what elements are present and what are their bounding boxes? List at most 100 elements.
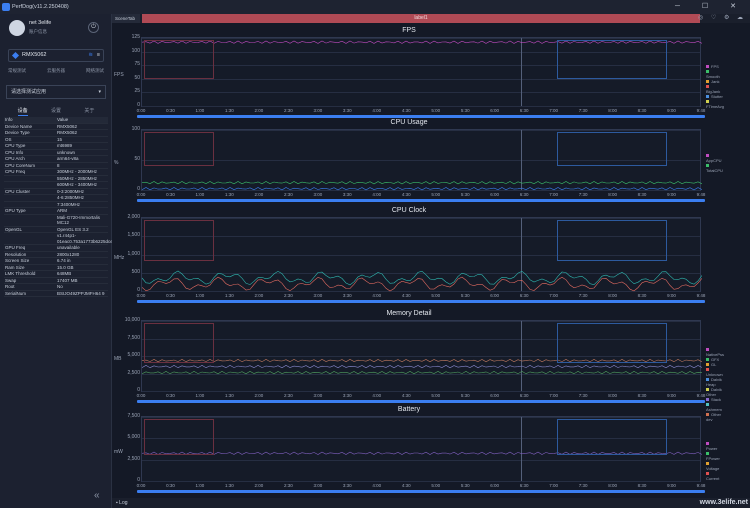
account-info-link[interactable]: 账户信息 [29, 29, 47, 34]
cursor-line[interactable] [521, 130, 523, 190]
grid-line [142, 79, 700, 80]
x-tick-label: 8:30 [637, 192, 647, 197]
legend-item[interactable]: Current [706, 471, 720, 481]
toolbar-icons[interactable]: ◎ ♡ ⚙ ☁ [698, 15, 746, 21]
legend-item[interactable]: FPS [706, 64, 724, 69]
menu-icon[interactable]: ≡ [96, 52, 100, 58]
legend: FPS Smooth Jank BigJank Stutter FTimeAvg [706, 64, 724, 109]
y-tick-label: 50 [134, 75, 140, 81]
trace-lines [142, 359, 702, 375]
app-select[interactable]: 请选择测试应用 ▾ [6, 85, 106, 99]
y-tick-label: 2,500 [127, 456, 140, 462]
info-value: RMX5062 [57, 123, 78, 129]
time-scrollbar[interactable] [137, 490, 705, 493]
time-scrollbar[interactable] [137, 115, 705, 118]
panel-title: CPU Usage [390, 119, 428, 126]
legend-item[interactable]: AppCPU [706, 153, 723, 163]
mode-cloud[interactable]: 云服务器 [47, 68, 65, 73]
x-tick-label: 3:00 [313, 192, 323, 197]
series-line [142, 359, 702, 363]
info-key: CPU Arch [5, 156, 25, 161]
scene-tab[interactable]: SceneTab [112, 14, 140, 23]
time-scrollbar[interactable] [137, 300, 705, 303]
tab-settings[interactable]: 设置 [50, 108, 61, 114]
plot-area[interactable] [141, 129, 702, 191]
legend-item[interactable]: Voltage [706, 461, 720, 471]
stats-overlay-left [144, 132, 214, 167]
legend-item[interactable]: Ashmem [706, 402, 724, 412]
y-tick-label: 10,000 [124, 317, 140, 323]
x-tick-label: 1:00 [195, 108, 205, 113]
time-scrollbar[interactable] [137, 199, 705, 202]
grid-line [142, 130, 700, 131]
stats-overlay-left [144, 220, 214, 262]
x-tick-label: 1:30 [225, 293, 234, 298]
plot-area[interactable] [141, 416, 702, 482]
avatar[interactable] [9, 20, 25, 36]
cursor-line[interactable] [521, 218, 523, 291]
legend-item[interactable]: Jank [706, 79, 724, 84]
label-bar[interactable]: label1 [142, 14, 700, 23]
legend-item[interactable]: BigJank [706, 84, 724, 94]
info-row: Screen Size 6.74 in [4, 258, 108, 265]
legend-item[interactable]: NativePss [706, 347, 724, 357]
info-header-value: Value [57, 117, 69, 122]
x-tick-label: 0:00 [136, 192, 146, 197]
sidebar: net 3elife 账户信息 ⏻ RMX5062 ≋ ≡ 常规测试 云服务器 … [0, 14, 152, 508]
log-checkbox[interactable]: ▪ [116, 500, 120, 506]
legend-swatch [706, 398, 709, 402]
mode-network[interactable]: 网络测试 [86, 68, 104, 73]
legend-label: BigJank [706, 88, 721, 94]
legend-item[interactable]: FTimeAvg [706, 99, 724, 109]
legend-item[interactable]: GL [706, 362, 724, 367]
legend-item[interactable]: Other dev [706, 412, 724, 422]
x-tick-label: 5:30 [460, 393, 470, 398]
grid-line [142, 218, 700, 219]
legend-item[interactable]: GFX [706, 357, 724, 362]
legend-item[interactable]: Dalvik Heap [706, 377, 724, 387]
y-tick-label: 1,500 [127, 232, 140, 238]
y-axis-label: % [114, 160, 119, 166]
time-scrollbar[interactable] [137, 400, 705, 403]
info-value: unknown [57, 149, 76, 155]
legend-label: Voltage [706, 466, 720, 472]
plot-area[interactable] [141, 37, 702, 107]
info-value: 300MHz - 2000MHz [57, 169, 98, 174]
info-value: 15.0 GB [57, 264, 74, 270]
grid-line [142, 356, 700, 357]
legend-label: FPower [706, 456, 720, 462]
plot-area[interactable] [141, 217, 702, 292]
mode-normal[interactable]: 常规测试 [8, 68, 26, 73]
info-row: CPU CoreNum 8 [4, 163, 108, 169]
window-controls[interactable]: ─ ☐ ✕ [675, 3, 746, 10]
x-tick-label: 6:30 [519, 483, 529, 488]
legend-item[interactable]: Unknown [706, 367, 724, 377]
x-tick-label: 2:00 [254, 393, 264, 398]
collapse-icon[interactable]: « [94, 490, 100, 501]
cursor-line[interactable] [521, 38, 523, 106]
tab-device[interactable]: 设备 [17, 108, 28, 116]
legend-label: Unknown [706, 372, 723, 378]
legend-item[interactable]: FPower [706, 451, 720, 461]
info-key: Resolution [5, 251, 27, 257]
trace-lines [142, 40, 702, 44]
power-icon[interactable]: ⏻ [88, 22, 99, 33]
cursor-line[interactable] [521, 321, 523, 391]
legend-item[interactable]: TotalCPU [706, 163, 723, 173]
legend-item[interactable]: Stutter [706, 94, 724, 99]
legend-item[interactable]: Stack [706, 397, 724, 402]
x-tick-label: 5:30 [460, 192, 470, 197]
info-row: 4-6:2850MHz [4, 195, 108, 202]
legend-item[interactable]: Power [706, 441, 720, 451]
legend-swatch [706, 413, 709, 417]
cursor-line[interactable] [521, 417, 523, 481]
legend-item[interactable]: Dalvik Other [706, 387, 724, 397]
plot-area[interactable] [141, 320, 702, 392]
y-tick-label: 7,500 [127, 413, 140, 419]
grid-line [142, 236, 700, 237]
x-tick-label: 3:30 [342, 108, 352, 113]
info-row: GPU Freq unavailable [4, 245, 108, 252]
legend-item[interactable]: Smooth [706, 69, 724, 79]
tab-about[interactable]: 关于 [84, 108, 95, 114]
device-selector[interactable]: RMX5062 ≋ ≡ [8, 49, 104, 62]
